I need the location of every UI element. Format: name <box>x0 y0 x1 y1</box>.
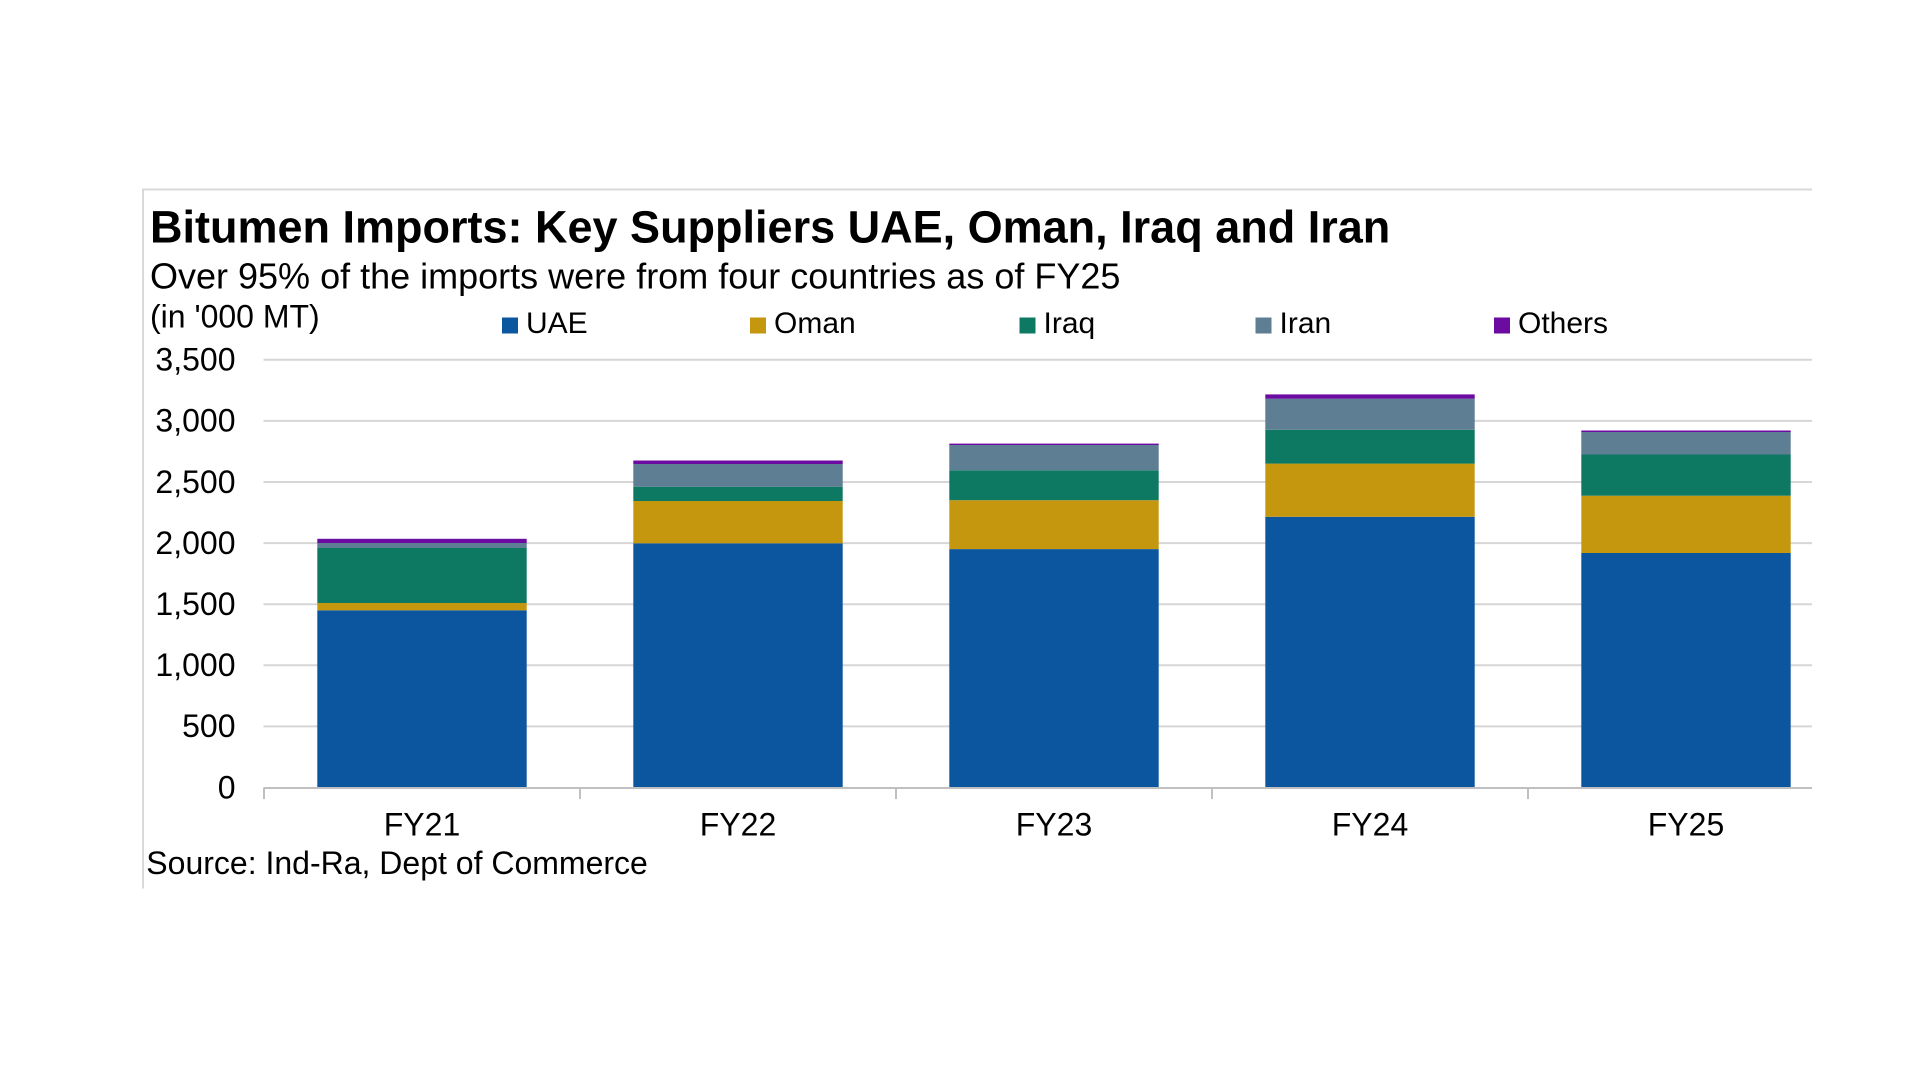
svg-text:1,000: 1,000 <box>155 647 235 683</box>
svg-text:Source: Ind-Ra, Dept of Commer: Source: Ind-Ra, Dept of Commerce <box>146 845 648 881</box>
svg-text:3,500: 3,500 <box>155 342 235 378</box>
svg-text:1,500: 1,500 <box>155 586 235 622</box>
svg-text:FY24: FY24 <box>1332 807 1408 843</box>
svg-text:FY25: FY25 <box>1648 807 1724 843</box>
svg-text:Bitumen Imports: Key Suppliers: Bitumen Imports: Key Suppliers UAE, Oman… <box>150 202 1390 253</box>
svg-text:2,000: 2,000 <box>155 525 235 561</box>
svg-text:500: 500 <box>182 708 235 744</box>
svg-text:2,500: 2,500 <box>155 464 235 500</box>
svg-text:Over 95% of the imports were f: Over 95% of the imports were from four c… <box>150 256 1120 297</box>
svg-text:0: 0 <box>218 769 236 805</box>
svg-text:3,000: 3,000 <box>155 403 235 439</box>
svg-text:Oman: Oman <box>774 307 856 340</box>
svg-text:FY21: FY21 <box>384 807 460 843</box>
svg-text:FY22: FY22 <box>700 807 776 843</box>
svg-text:FY23: FY23 <box>1016 807 1092 843</box>
svg-text:UAE: UAE <box>526 307 588 340</box>
svg-text:Others: Others <box>1518 307 1608 340</box>
svg-text:Iraq: Iraq <box>1044 307 1096 340</box>
svg-text:(in '000 MT): (in '000 MT) <box>150 299 320 335</box>
svg-text:Iran: Iran <box>1280 307 1332 340</box>
